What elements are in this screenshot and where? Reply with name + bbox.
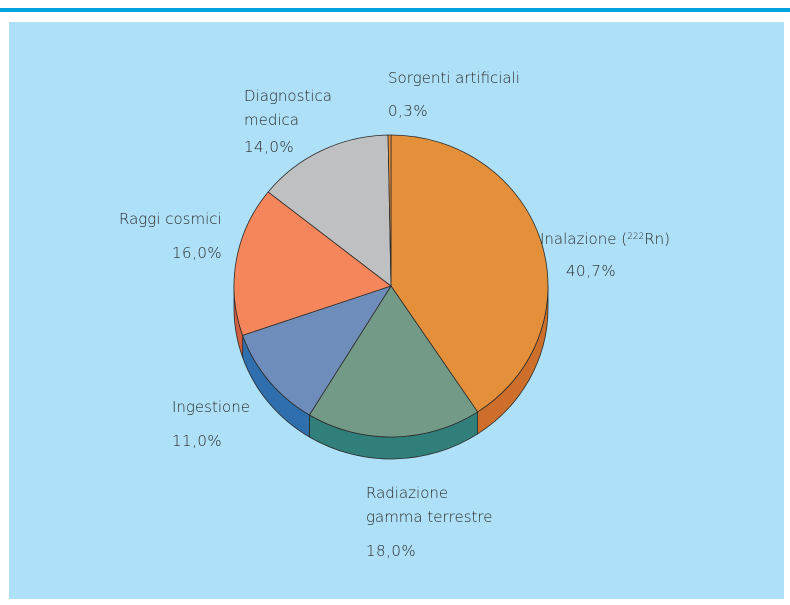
value-sorgenti: 0,3% bbox=[388, 102, 429, 120]
slice-ingestione bbox=[242, 285, 392, 416]
slice-sorgenti bbox=[387, 134, 392, 287]
panel-left-margin bbox=[0, 22, 9, 605]
value-ingestione: 11,0% bbox=[172, 432, 223, 450]
slice-radiazione bbox=[308, 285, 479, 438]
label-radiazione-line1: Radiazione bbox=[366, 484, 449, 502]
label-inalazione: Inalazione (222Rn) bbox=[540, 226, 670, 250]
value-raggi-cosmici: 16,0% bbox=[172, 244, 223, 262]
label-sorgenti: Sorgenti artificiali bbox=[388, 69, 520, 87]
label-inalazione-suffix: Rn) bbox=[644, 230, 671, 248]
value-inalazione: 40,7% bbox=[566, 262, 617, 280]
panel-bottom-margin bbox=[0, 599, 790, 605]
label-radiazione-line2: gamma terrestre bbox=[366, 508, 493, 526]
slice-diagnostica bbox=[267, 134, 392, 287]
label-raggi-cosmici: Raggi cosmici bbox=[119, 210, 222, 228]
value-diagnostica: 14,0% bbox=[244, 138, 295, 156]
slice-raggi bbox=[233, 191, 392, 336]
pie-slices bbox=[233, 134, 549, 438]
label-ingestione: Ingestione bbox=[172, 398, 250, 416]
top-accent-rule bbox=[0, 8, 790, 12]
label-inalazione-sup: 222 bbox=[627, 232, 645, 242]
panel-right-margin bbox=[784, 22, 790, 605]
label-diagnostica-line1: Diagnostica bbox=[244, 87, 332, 105]
label-inalazione-text: Inalazione ( bbox=[540, 230, 628, 248]
label-diagnostica-line2: medica bbox=[244, 111, 299, 129]
value-radiazione: 18,0% bbox=[366, 542, 417, 560]
